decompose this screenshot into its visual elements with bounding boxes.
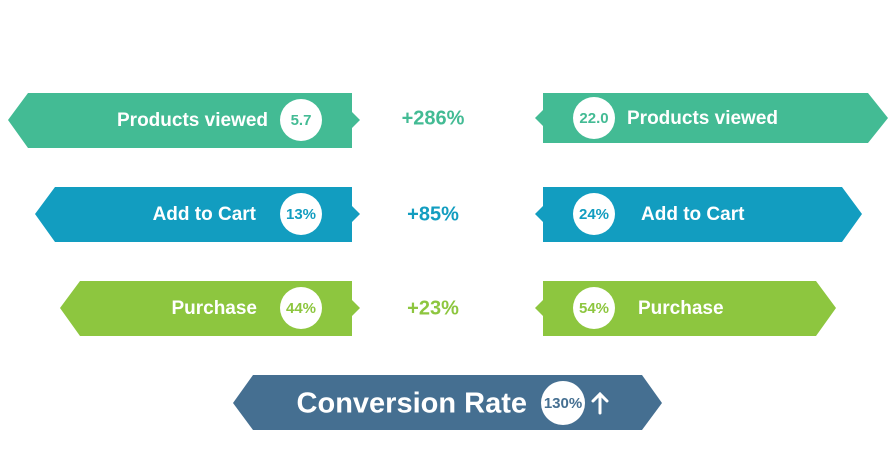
banner <box>35 187 360 242</box>
value: 13% <box>286 206 316 223</box>
label: Add to Cart <box>153 204 257 225</box>
label: Add to Cart <box>641 204 745 225</box>
change: +85% <box>407 203 459 225</box>
footer-label: Conversion Rate <box>297 388 527 420</box>
banner <box>8 93 360 148</box>
change: +23% <box>407 297 459 319</box>
badge <box>541 381 585 425</box>
badge <box>573 287 615 329</box>
label: Purchase <box>171 298 257 319</box>
badge <box>573 193 615 235</box>
value: 54% <box>579 300 609 317</box>
badge <box>280 193 322 235</box>
change: +286% <box>402 107 465 129</box>
badge <box>573 97 615 139</box>
up-arrow <box>591 391 609 415</box>
footer-value: 130% <box>544 395 582 412</box>
badge <box>280 99 322 141</box>
value: 44% <box>286 300 316 317</box>
banner <box>535 93 888 143</box>
value: 5.7 <box>291 112 312 129</box>
badge <box>280 287 322 329</box>
banner <box>535 187 862 242</box>
value: 22.0 <box>579 110 608 127</box>
label: Products viewed <box>117 110 268 131</box>
label: Purchase <box>638 298 724 319</box>
label: Products viewed <box>627 108 778 129</box>
value: 24% <box>579 206 609 223</box>
